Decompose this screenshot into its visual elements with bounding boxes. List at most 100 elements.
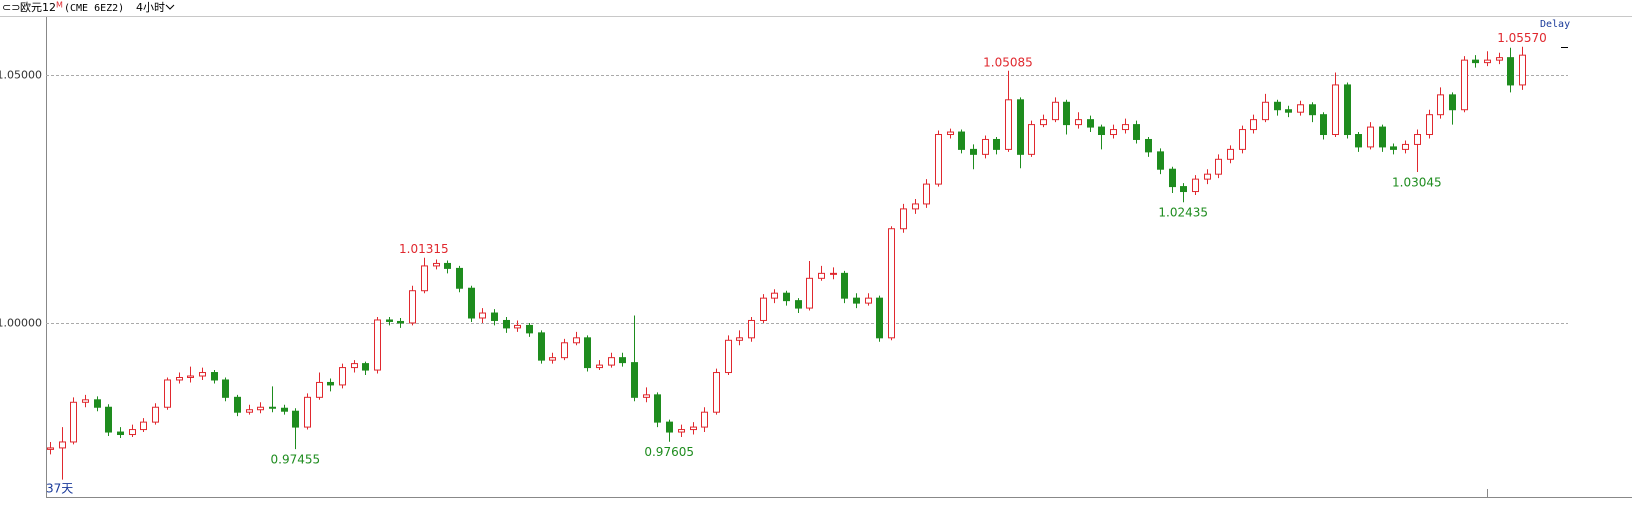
candle-body [386,319,393,322]
candle-body [1449,94,1456,111]
candle-body [1227,148,1234,160]
candle-body [1274,101,1281,111]
candle-body [573,337,580,344]
dropdown-arrow[interactable] [165,4,175,10]
candle-body [900,208,907,230]
candle-body [1145,138,1152,153]
candle-body [1204,173,1211,180]
candle-body [234,396,241,413]
candle-body [982,138,989,155]
candle-body [619,357,626,364]
candle-body [1390,146,1397,150]
candle-body [806,277,813,309]
extreme-label: 0.97605 [644,445,694,459]
extreme-label: 1.03045 [1392,175,1442,189]
candle-body [1507,57,1514,86]
candle-body [876,297,883,339]
candle-body [491,312,498,321]
candle-body [1005,99,1012,150]
candle-body [514,324,521,329]
candle-body [1250,119,1257,131]
candle-body [538,332,545,361]
delay-label: Delay [1540,19,1570,30]
candle-body [117,431,124,436]
candle-body [421,265,428,292]
candle-body [1262,101,1269,121]
candle-body [433,262,440,267]
candle-body [841,272,848,299]
candle-body [830,272,837,275]
candle-body [725,339,732,374]
candle-body [993,138,1000,150]
candle-body [923,183,930,205]
extreme-label: 1.01315 [399,242,449,256]
candle-body [1192,178,1199,193]
header-title: 欧元12 [20,1,56,14]
candle-body [1519,54,1526,86]
candle-body [47,447,54,450]
candle-body [1017,99,1024,155]
candle-body [526,324,533,334]
candle-body [736,337,743,341]
extreme-label: 1.05570 [1497,31,1547,45]
candle-body [690,426,697,431]
candle-body [1028,124,1035,155]
candle-body [176,376,183,381]
candle-body [935,134,942,185]
candle-body [958,131,965,150]
header-interval[interactable]: 4小时 [136,1,165,14]
extreme-label: 1.05085 [983,55,1033,69]
candle-body [1180,186,1187,193]
candle-body [479,312,486,319]
candle-body [246,409,253,413]
header-badge: M [56,1,63,10]
y-tick-label: 1.05000 [0,69,42,82]
candle-body [701,411,708,428]
candle-body [853,297,860,304]
candle-body [1157,151,1164,170]
candle-body [140,421,147,431]
candle-body [222,379,229,398]
candle-body [783,292,790,302]
header-contract: (CME 6EZ2) [64,3,124,14]
candle-body [1239,129,1246,150]
candle-body [187,375,194,378]
candle-body [152,406,159,423]
candle-body [468,287,475,319]
candle-body [1169,168,1176,188]
candle-body [199,372,206,377]
candle-body [584,337,591,369]
candle-body [678,429,685,433]
candle-body [771,292,778,299]
candle-body [1379,126,1386,148]
candle-body [1110,129,1117,136]
candle-body [281,407,288,412]
candle-body [304,396,311,428]
candle-body [631,362,638,398]
candle-body [1309,104,1316,116]
extreme-label: 1.02435 [1158,206,1208,220]
y-tick-label: 1.00000 [0,317,42,330]
candle-body [397,320,404,324]
candle-body [549,357,556,361]
candle-body [409,290,416,324]
candle-body [912,203,919,210]
candle-body [327,381,334,386]
candle-body [760,297,767,321]
candle-body [1040,119,1047,126]
candle-body [503,319,510,329]
candle-body [374,319,381,371]
candle-body [1063,101,1070,126]
candle-body [164,379,171,408]
candle-body [947,131,954,136]
candle-body [316,381,323,398]
candle-body [82,399,89,403]
candle-body [1414,134,1421,145]
header[interactable]: ⊂⊃ 欧元12 M (CME 6EZ2) 4小时 [2,1,175,15]
candle-body [1052,101,1059,121]
candle-body [129,429,136,436]
candle-body [1472,59,1479,64]
candle-body [643,394,650,398]
